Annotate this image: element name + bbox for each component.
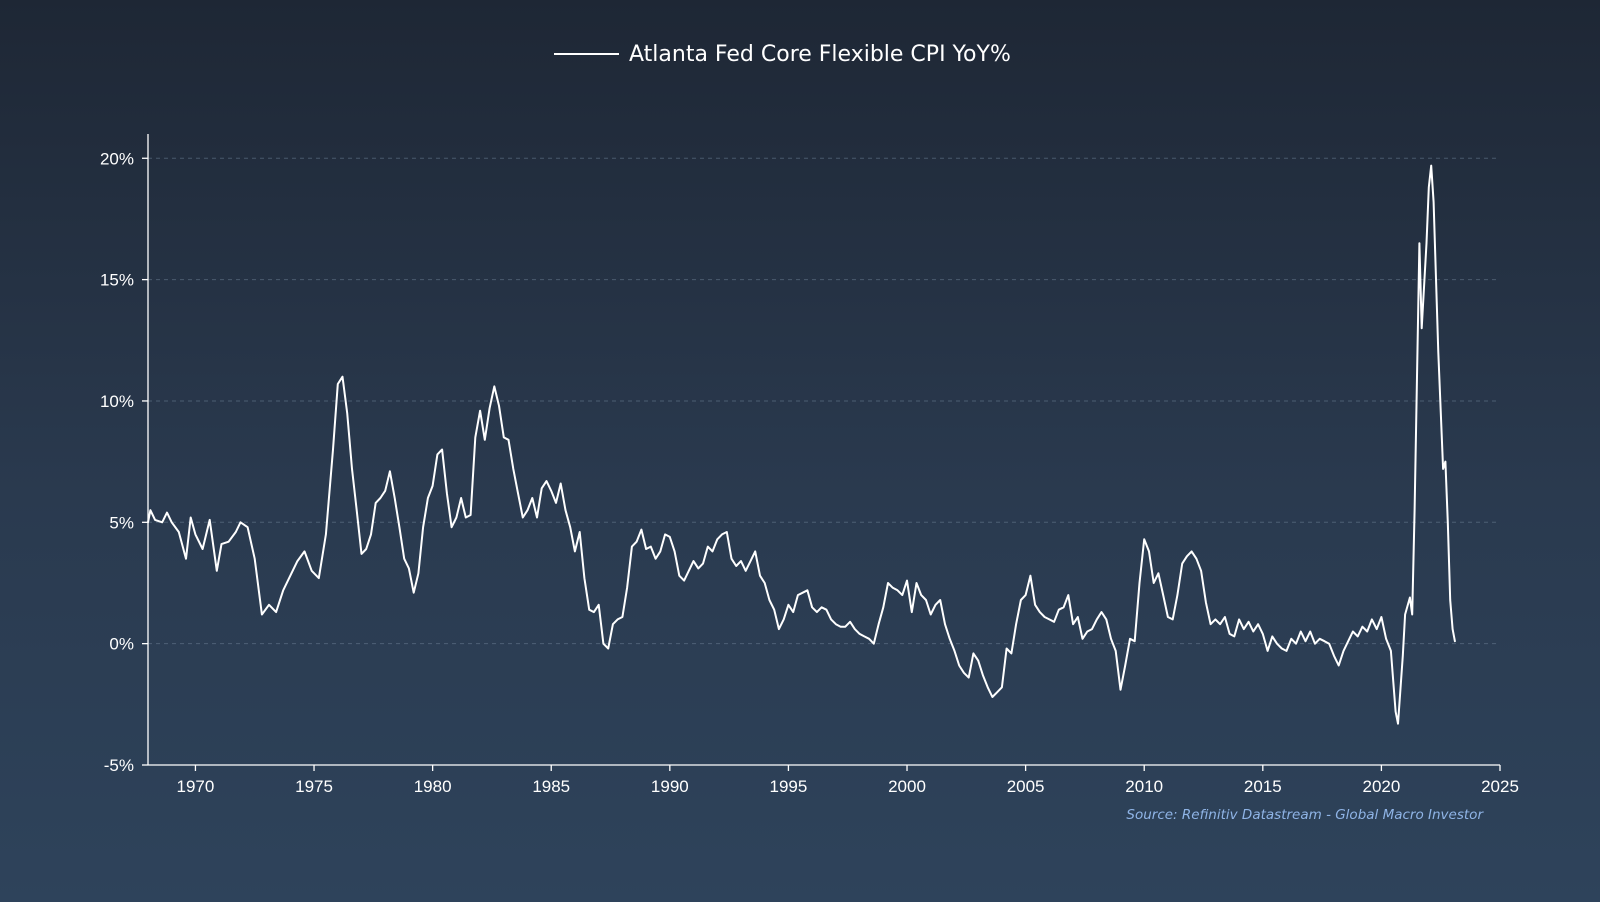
x-axis-tick-labels: 1970 1975 1980 1985 1990 1995 2000 2005 2010 2015…	[177, 777, 1519, 796]
y-tick-label-1: 0%	[109, 635, 134, 654]
x-tick-label-3: 1985	[532, 777, 570, 796]
x-tick-label-1: 1975	[295, 777, 333, 796]
x-tick-label-4: 1990	[651, 777, 689, 796]
axes	[142, 134, 1501, 771]
series-line-core-flexible-cpi	[147, 164, 1456, 725]
legend-entry-label: Atlanta Fed Core Flexible CPI YoY%	[629, 42, 1011, 67]
x-tick-label-5: 1995	[770, 777, 808, 796]
x-tick-label-2: 1980	[414, 777, 452, 796]
y-tick-label-2: 5%	[109, 513, 134, 532]
x-tick-label-0: 1970	[177, 777, 215, 796]
y-tick-label-5: 20%	[100, 149, 134, 168]
x-tick-label-11: 2025	[1481, 777, 1519, 796]
x-tick-label-9: 2015	[1244, 777, 1282, 796]
x-tick-label-10: 2020	[1362, 777, 1400, 796]
y-tick-label-0: -5%	[104, 756, 134, 775]
x-tick-label-8: 2010	[1125, 777, 1163, 796]
source-note: Source: Refinitiv Datastream - Global Ma…	[1126, 807, 1484, 823]
legend: Atlanta Fed Core Flexible CPI YoY%	[554, 42, 1011, 67]
x-tick-label-6: 2000	[888, 777, 926, 796]
gridlines	[148, 157, 1500, 645]
y-tick-label-4: 15%	[100, 271, 134, 290]
x-tick-label-7: 2005	[1007, 777, 1045, 796]
y-axis-tick-labels: -5% 0% 5% 10% 15% 20%	[100, 149, 134, 775]
y-tick-label-3: 10%	[100, 392, 134, 411]
